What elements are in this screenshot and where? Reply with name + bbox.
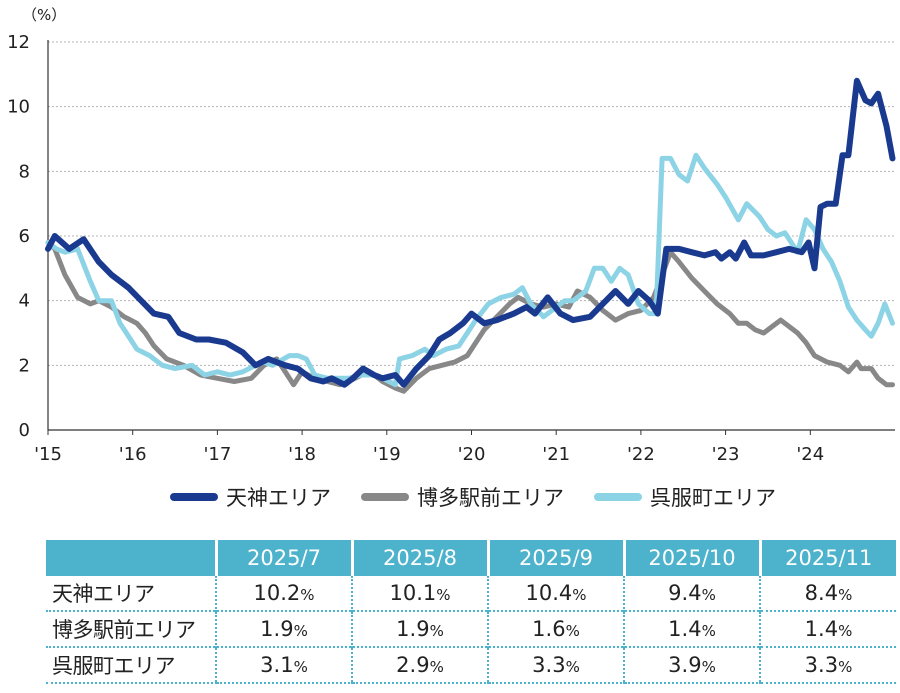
column-header: 2025/8 [350, 540, 488, 576]
table-header-row: 2025/7 2025/8 2025/9 2025/10 2025/11 [46, 540, 896, 576]
percent-suffix: % [436, 586, 451, 604]
table-cell: 3.3% [759, 646, 896, 684]
legend-swatch-gofukumachi [594, 493, 642, 501]
percent-suffix: % [701, 586, 716, 604]
table-cell: 1.9% [351, 610, 488, 647]
cell-value: 9.4 [668, 581, 702, 605]
table-cell: 2.9% [351, 646, 488, 684]
legend-item-hakata: 博多駅前エリア [361, 482, 564, 512]
percent-suffix: % [838, 586, 853, 604]
y-tick-label: 0 [19, 420, 30, 441]
cell-value: 3.3 [804, 653, 839, 677]
x-tick-label: '23 [712, 444, 740, 465]
percent-suffix: % [701, 622, 716, 640]
table-cell: 9.4% [623, 576, 760, 611]
percent-suffix: % [293, 658, 308, 676]
percent-suffix: % [429, 658, 444, 676]
cell-value: 1.4 [668, 617, 702, 641]
table-cell: 3.9% [623, 646, 760, 684]
x-tick-label: '20 [458, 444, 486, 465]
y-tick-label: 6 [19, 226, 30, 247]
line-chart: 0 2 4 6 8 10 12 '15 '16 '17 '18 '19 '20 '21 '22 '23 '24… [7, 6, 896, 465]
percent-suffix: % [838, 658, 853, 676]
table-corner [46, 540, 216, 576]
percent-suffix: % [293, 622, 308, 640]
legend-label-tenjin: 天神エリア [226, 486, 331, 510]
percent-suffix: % [701, 658, 716, 676]
percent-suffix: % [429, 622, 444, 640]
x-tick-label: '24 [796, 444, 824, 465]
table-cell: 10.2% [215, 576, 352, 611]
vacancy-rate-table: 2025/7 2025/8 2025/9 2025/10 2025/11 天神エ… [46, 540, 896, 684]
series-line-tenjin [45, 77, 896, 388]
series-line-hakata [45, 240, 895, 394]
column-header: 2025/10 [622, 540, 760, 576]
x-tick-label: '16 [119, 444, 147, 465]
y-tick-label: 2 [19, 355, 30, 376]
cell-value: 10.2 [253, 581, 301, 605]
table-row: 呉服町エリア 3.1% 2.9% 3.3% 3.9% 3.3% [46, 646, 896, 684]
y-axis-unit-label: （%） [22, 6, 66, 24]
legend-label-gofukumachi: 呉服町エリア [650, 486, 776, 510]
y-tick-label: 4 [19, 291, 30, 312]
table-cell: 8.4% [759, 576, 896, 611]
table-cell: 10.1% [351, 576, 488, 611]
column-header: 2025/11 [758, 540, 896, 576]
table-cell: 1.9% [215, 610, 352, 647]
x-axis-ticks: '15 '16 '17 '18 '19 '20 '21 '22 '23 '24 [34, 430, 824, 465]
table-cell: 1.6% [487, 610, 624, 647]
row-label: 呉服町エリア [46, 646, 216, 684]
percent-suffix: % [300, 586, 315, 604]
column-header: 2025/7 [214, 540, 352, 576]
cell-value: 2.9 [396, 653, 430, 677]
cell-value: 10.4 [525, 581, 573, 605]
legend-swatch-tenjin [170, 493, 218, 501]
legend-label-hakata: 博多駅前エリア [417, 486, 564, 510]
legend-item-gofukumachi: 呉服町エリア [594, 482, 776, 512]
gridlines [47, 40, 895, 431]
row-label: 博多駅前エリア [46, 610, 216, 647]
table-cell: 1.4% [623, 610, 760, 647]
y-tick-label: 12 [7, 32, 30, 53]
table-cell: 3.1% [215, 646, 352, 684]
table-row: 博多駅前エリア 1.9% 1.9% 1.6% 1.4% 1.4% [46, 610, 896, 647]
x-tick-label: '21 [542, 444, 570, 465]
row-label: 天神エリア [52, 582, 155, 606]
percent-suffix: % [565, 622, 580, 640]
cell-value: 10.1 [389, 581, 437, 605]
y-tick-label: 8 [19, 161, 30, 182]
column-header: 2025/9 [486, 540, 624, 576]
cell-value: 3.3 [532, 653, 566, 677]
y-tick-label: 10 [7, 97, 30, 118]
x-tick-label: '15 [34, 444, 62, 465]
cell-value: 1.4 [804, 617, 839, 641]
legend-swatch-hakata [361, 493, 409, 501]
cell-value: 1.9 [396, 617, 430, 641]
x-tick-label: '19 [373, 444, 401, 465]
cell-value: 8.4 [804, 581, 839, 605]
x-tick-label: '22 [627, 444, 655, 465]
table-row: 天神エリア 10.2% 10.1% 10.4% 9.4% 8.4% [46, 576, 896, 611]
cell-value: 1.6 [532, 617, 566, 641]
table-cell: 1.4% [759, 610, 896, 647]
legend-item-tenjin: 天神エリア [170, 482, 331, 512]
series-lines [45, 77, 896, 394]
chart-legend: 天神エリア 博多駅前エリア 呉服町エリア [170, 482, 790, 512]
percent-suffix: % [838, 622, 853, 640]
series-line-gofukumachi [45, 152, 895, 388]
table-cell: 3.3% [487, 646, 624, 684]
x-tick-label: '18 [288, 444, 316, 465]
table-cell: 10.4% [487, 576, 624, 611]
cell-value: 1.9 [260, 617, 294, 641]
cell-value: 3.1 [260, 653, 294, 677]
x-tick-label: '17 [203, 444, 231, 465]
y-axis-ticks: 0 2 4 6 8 10 12 [7, 32, 30, 441]
percent-suffix: % [565, 658, 580, 676]
cell-value: 3.9 [668, 653, 702, 677]
percent-suffix: % [572, 586, 587, 604]
